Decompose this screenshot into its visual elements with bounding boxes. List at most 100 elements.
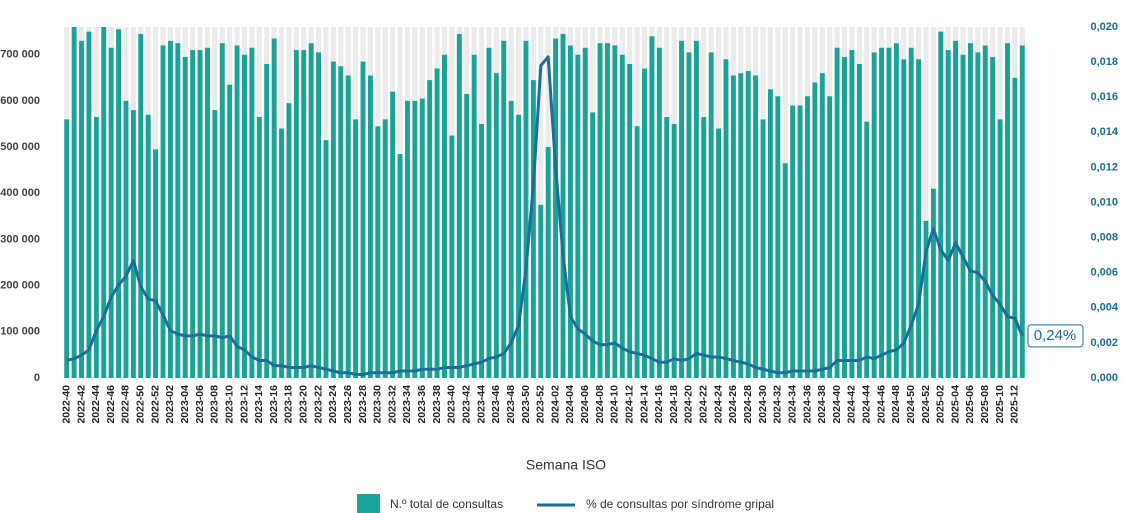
bar (190, 50, 196, 379)
x-tick-label: 2022-52 (149, 385, 161, 424)
bar (775, 96, 781, 379)
bar (723, 59, 729, 378)
bar (597, 43, 603, 378)
bar (323, 140, 329, 378)
x-tick-label: 2022-44 (90, 385, 102, 424)
bar (101, 27, 107, 378)
bar (760, 119, 766, 379)
bar (227, 84, 233, 379)
y-tick-label: 200 000 (0, 280, 40, 292)
bar (219, 43, 225, 378)
x-tick-label: 2024-06 (579, 385, 591, 424)
bar (827, 96, 833, 379)
bar (901, 59, 907, 378)
bar (316, 52, 322, 379)
bar (945, 50, 951, 379)
x-tick-label: 2023-32 (386, 385, 398, 424)
x-tick-label: 2023-40 (446, 385, 458, 424)
x-tick-label: 2024-36 (801, 385, 813, 424)
bar (797, 105, 803, 379)
bar (893, 43, 899, 378)
bar (1005, 43, 1010, 378)
bar (545, 147, 551, 378)
x-tick-label: 2023-14 (253, 385, 265, 424)
x-tick-label: 2023-16 (268, 385, 280, 424)
x-tick-label: 2024-16 (653, 385, 665, 424)
bar (271, 38, 277, 378)
y2-tick-label: 0,014 (1090, 126, 1118, 138)
bar (197, 50, 203, 379)
y-tick-label: 500 000 (0, 141, 40, 153)
x-tick-label: 2023-06 (194, 385, 206, 424)
x-tick-label: 2024-24 (712, 385, 724, 424)
x-tick-label: 2024-44 (861, 385, 873, 424)
bar (930, 188, 936, 378)
bar (330, 61, 336, 379)
bar (879, 47, 884, 378)
bar (293, 50, 299, 379)
x-tick-label: 2023-50 (520, 385, 532, 424)
x-tick-label: 2024-26 (727, 385, 739, 424)
line (66, 55, 1024, 376)
y-tick-label: 0 (34, 372, 40, 384)
x-tick-label: 2024-40 (831, 385, 843, 424)
bar (182, 57, 188, 378)
bar (819, 73, 825, 379)
bar (130, 110, 136, 378)
x-tick-label: 2024-22 (698, 385, 710, 424)
legend-label: N.º total de consultas (390, 497, 503, 511)
bar (738, 73, 744, 379)
y2-tick-label: 0,020 (1090, 21, 1118, 33)
y2-tick-label: 0,018 (1090, 56, 1118, 68)
x-tick-label: 2025-04 (949, 385, 961, 424)
x-tick-label: 2024-20 (683, 385, 695, 424)
bar (745, 70, 751, 378)
bar (301, 50, 307, 379)
x-tick-label: 2022-40 (60, 385, 72, 424)
bar (234, 45, 240, 378)
annotation-box (1027, 324, 1084, 348)
x-tick-label: 2023-42 (461, 385, 473, 424)
x-tick-label: 2023-18 (283, 385, 295, 424)
bar (256, 117, 262, 379)
bar (960, 54, 966, 379)
x-tick-label: 2025-02 (935, 385, 947, 424)
bar (64, 119, 70, 379)
x-tick-label: 2024-48 (890, 385, 902, 424)
bar (338, 66, 344, 378)
bar (782, 163, 788, 378)
x-tick-label: 2025-12 (1009, 385, 1021, 424)
bar (530, 80, 536, 378)
bar (582, 47, 588, 378)
x-tick-label: 2024-12 (623, 385, 635, 424)
x-tick-label: 2024-46 (875, 385, 887, 424)
x-tick-label: 2024-04 (564, 385, 576, 424)
bar (693, 40, 699, 379)
bar (649, 36, 655, 378)
bar (427, 80, 433, 378)
bar (353, 119, 359, 379)
x-tick-label: 2023-36 (416, 385, 428, 424)
x-tick-label: 2024-08 (594, 385, 606, 424)
bar (938, 31, 944, 379)
y2-tick-label: 0,008 (1090, 232, 1118, 244)
x-tick-label: 2023-46 (490, 385, 502, 424)
x-tick-label: 2023-12 (238, 385, 250, 424)
bar (812, 82, 818, 378)
x-tick-label: 2022-46 (105, 385, 117, 424)
bar (805, 96, 810, 379)
bar (145, 114, 151, 378)
x-tick-label: 2023-22 (312, 385, 324, 424)
bar (730, 75, 736, 379)
bar (634, 126, 640, 378)
x-tick-label: 2022-42 (75, 385, 87, 424)
x-tick-label: 2024-50 (905, 385, 917, 424)
bar (442, 54, 447, 379)
x-tick-label: 2023-02 (164, 385, 176, 424)
annotation: 0,24% (1034, 327, 1077, 344)
bar (990, 57, 996, 378)
bar (205, 47, 210, 378)
x-tick-label: 2023-38 (431, 385, 443, 424)
bar (790, 105, 796, 379)
bar (849, 50, 855, 379)
